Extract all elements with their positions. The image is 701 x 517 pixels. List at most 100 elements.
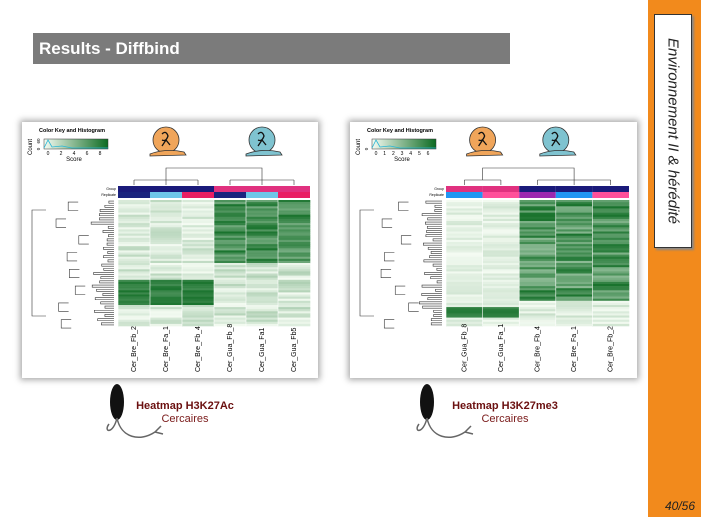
heatmap-cell bbox=[446, 319, 483, 323]
heatmap-cell bbox=[446, 216, 483, 220]
heatmap-cell bbox=[482, 269, 520, 272]
heatmap-cell bbox=[246, 248, 279, 251]
heatmap-cell bbox=[446, 286, 483, 289]
heatmap-cell bbox=[446, 235, 483, 239]
heatmap-cell bbox=[519, 300, 557, 304]
column-label: Cer_Bre_Fb_4 bbox=[195, 326, 202, 372]
heatmap-cell bbox=[150, 229, 183, 232]
group-bar bbox=[118, 186, 150, 192]
heatmap-cell bbox=[482, 216, 520, 220]
heatmap-cell bbox=[246, 315, 279, 318]
heatmap-cell bbox=[118, 273, 151, 276]
heatmap-cell bbox=[592, 284, 630, 287]
heatmap-cell bbox=[214, 315, 247, 318]
heatmap-cell bbox=[214, 212, 247, 215]
heatmap-cell bbox=[182, 244, 215, 247]
heatmap-cell bbox=[278, 286, 311, 289]
heatmap-cell bbox=[182, 254, 215, 257]
heatmap-cell bbox=[446, 200, 483, 203]
heatmap-cell bbox=[446, 229, 483, 232]
heatmap-cell bbox=[182, 233, 215, 236]
heatmap-cell bbox=[150, 271, 183, 274]
heatmap-cell bbox=[182, 210, 215, 213]
heatmap-cell bbox=[214, 275, 247, 278]
heatmap-cell bbox=[182, 258, 215, 262]
heatmap-cell bbox=[592, 263, 630, 266]
heatmap-cell bbox=[118, 321, 151, 325]
heatmap-cell bbox=[118, 214, 151, 218]
heatmap-cell bbox=[592, 267, 630, 270]
heatmap-cell bbox=[592, 218, 630, 222]
heatmap-cell bbox=[592, 246, 630, 249]
heatmap-cell bbox=[482, 317, 520, 320]
heatmap-cell bbox=[482, 252, 520, 255]
heatmap-cell bbox=[555, 231, 593, 234]
heatmap-cell bbox=[555, 286, 593, 289]
group-bar bbox=[592, 186, 629, 192]
heatmap-cell bbox=[150, 212, 183, 215]
heatmap-cell bbox=[182, 237, 215, 241]
heatmap-cell bbox=[214, 248, 247, 251]
heatmap-cell bbox=[592, 227, 630, 230]
heatmap-cell bbox=[555, 250, 593, 253]
replicate-bar bbox=[519, 192, 556, 198]
heatmap-cell bbox=[150, 200, 183, 203]
heatmap-cell bbox=[118, 200, 151, 203]
heatmap-cell bbox=[118, 286, 151, 289]
heatmap-cell bbox=[482, 206, 520, 209]
heatmap-cell bbox=[246, 244, 279, 247]
snail-body bbox=[539, 150, 577, 157]
heatmap-cell bbox=[446, 214, 483, 218]
heatmap-cell bbox=[592, 321, 630, 325]
key-tick: 5 bbox=[418, 151, 421, 157]
heatmap-cell bbox=[246, 235, 279, 239]
row-label: Replicate bbox=[101, 193, 116, 197]
heatmap-cell bbox=[150, 225, 183, 228]
heatmap-cell bbox=[118, 225, 151, 228]
heatmap-cell bbox=[555, 281, 593, 285]
heatmap-cell bbox=[519, 265, 557, 268]
heatmap-cell bbox=[118, 216, 151, 220]
heatmap-cell bbox=[519, 302, 557, 306]
heatmap-cell bbox=[214, 279, 247, 283]
cercaire-icon bbox=[416, 384, 474, 438]
heatmap-cell bbox=[482, 311, 520, 314]
score-label: Score bbox=[394, 157, 410, 163]
heatmap-cell bbox=[555, 212, 593, 215]
heatmap-cell bbox=[150, 250, 183, 253]
dendrogram bbox=[165, 167, 263, 180]
heatmap-cell bbox=[555, 254, 593, 257]
heatmap-cell bbox=[555, 248, 593, 251]
heatmap-cell bbox=[519, 212, 557, 215]
heatmap-cell bbox=[150, 275, 183, 278]
heatmap-cell bbox=[182, 202, 215, 205]
heatmap-cell bbox=[214, 294, 247, 297]
heatmap-cell bbox=[182, 252, 215, 255]
heatmap-cell bbox=[519, 202, 557, 205]
heatmap-cell bbox=[278, 288, 311, 291]
heatmap-cell bbox=[278, 267, 311, 270]
heatmap-cell bbox=[214, 267, 247, 270]
heatmap-cell bbox=[150, 223, 183, 226]
heatmap-cell bbox=[118, 305, 151, 308]
heatmap-cell bbox=[246, 242, 279, 245]
heatmap-cell bbox=[118, 221, 151, 224]
heatmap-cell bbox=[519, 323, 557, 327]
heatmap-cell bbox=[482, 254, 520, 257]
key-tick: 4 bbox=[73, 151, 76, 157]
heatmap-cell bbox=[592, 252, 630, 255]
heatmap-cell bbox=[150, 302, 183, 306]
key-histogram bbox=[43, 139, 108, 149]
heatmap-cell bbox=[482, 300, 520, 304]
heatmap-cell bbox=[519, 246, 557, 249]
heatmap-cell bbox=[482, 294, 520, 297]
heatmap-cell bbox=[182, 292, 215, 295]
heatmap-cell bbox=[150, 315, 183, 318]
heatmap-cell bbox=[482, 265, 520, 268]
heatmap-cell bbox=[278, 216, 311, 220]
heatmap-cell bbox=[182, 239, 215, 243]
heatmap-cell bbox=[118, 269, 151, 272]
heatmap-cell bbox=[555, 302, 593, 306]
heatmap-cell bbox=[592, 223, 630, 226]
